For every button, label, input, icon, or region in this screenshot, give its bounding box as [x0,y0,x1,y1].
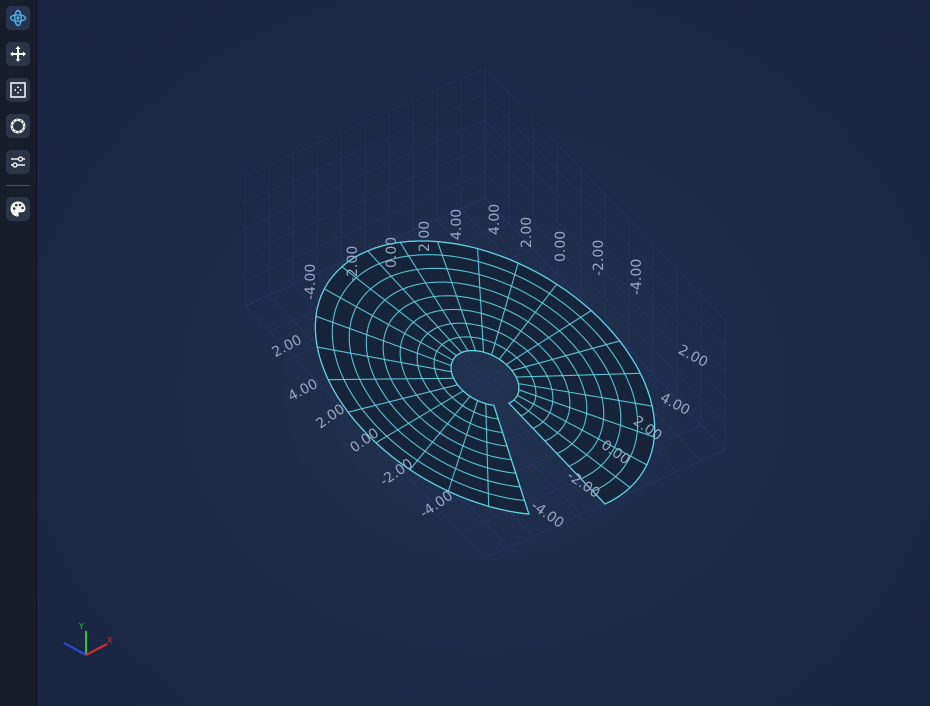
mesh-radial-line [518,389,655,438]
mesh-radial-line [477,248,485,353]
orbit-tool-button[interactable] [6,6,30,30]
theme-button[interactable] [6,197,30,221]
mesh-radial-line [399,242,469,352]
tick-label-top-right: 0.00 [553,231,569,262]
mesh-radial-line [315,315,452,367]
mesh-radial-line [317,346,452,373]
back-wall-grid-line [484,171,726,425]
mesh-radial-line [367,250,462,353]
tick-label-top-left: -4.00 [303,264,319,300]
tick-label-left-vertical: 2.00 [270,332,305,361]
side-wall-grid-line [244,145,486,255]
gizmo-y-label: Y [78,622,84,631]
back-wall-grid-line [484,145,726,399]
mesh-radial-line [348,384,458,413]
mesh-radial-line [513,399,631,488]
back-wall-grid-line [484,119,726,373]
mesh-radial-line [516,372,641,378]
side-wall-grid-line [244,171,486,281]
sliders-icon [11,156,25,168]
palette-icon [10,201,26,217]
gizmo-x-axis [85,643,108,656]
gizmo-x-label: X [107,636,113,645]
back-wall-grid-line [484,93,726,347]
mesh-radial-line [447,400,479,492]
mesh-radial-line [375,390,464,444]
mesh-radial-line [491,262,519,356]
mesh-radial-line [328,377,454,381]
back-wall-grid-line [484,67,726,321]
tick-label-bottom-right: -4.00 [528,498,567,532]
mesh-radial-line [341,266,457,357]
mesh-radial-line [517,394,648,466]
mesh-radial-line [493,405,530,515]
tick-label-top-right: -4.00 [629,259,645,295]
tick-label-top-right: -2.00 [591,240,607,276]
zoom-extents-button[interactable] [6,78,30,102]
reset-ring-icon [10,118,26,134]
mesh-radial-line [508,402,606,505]
chart-viewport[interactable]: -4.00 -2.00 0.00 2.00 4.00 4.00 2.00 0.00 -2.00 -… [37,0,930,706]
pan-tool-button[interactable] [6,42,30,66]
toolbar-divider [6,185,30,186]
tick-label-right-vertical: 4.00 [657,390,692,419]
axis-gizmo: YX [63,622,113,656]
tick-label-left-vertical: 4.00 [286,376,321,405]
toolbar [0,0,37,706]
side-wall-grid-line [244,93,486,203]
mesh-radial-line [518,383,653,407]
tick-label-top-left: 0.00 [384,237,400,268]
settings-button[interactable] [6,150,30,174]
gizmo-z-axis [63,642,87,656]
tick-label-top-left: 4.00 [449,209,465,240]
orbit-icon [9,9,27,27]
mesh-radial-line [511,340,620,372]
mesh-radial-line [505,310,592,365]
mesh-radial-line [324,288,454,361]
tick-label-top-left: -2.00 [345,246,361,282]
mesh-radial-line [485,403,490,507]
mesh-radial-line [498,283,558,360]
tick-label-right-vertical: 2.00 [675,342,710,371]
surface-mesh [314,240,656,515]
tick-label-top-right: 4.00 [487,204,503,235]
tick-label-top-right: 2.00 [519,217,535,248]
mesh-radial-line [409,395,471,470]
reset-view-button[interactable] [6,114,30,138]
side-wall-grid-line [244,119,486,229]
tick-label-top-left: 2.00 [417,221,433,252]
mesh-radial-line [436,241,477,351]
pan-arrows-icon [10,46,26,62]
side-wall-grid-line [244,67,486,177]
zoom-extents-icon [10,82,26,98]
3d-scene[interactable]: -4.00 -2.00 0.00 2.00 4.00 4.00 2.00 0.00 -2.00 -… [37,0,930,706]
